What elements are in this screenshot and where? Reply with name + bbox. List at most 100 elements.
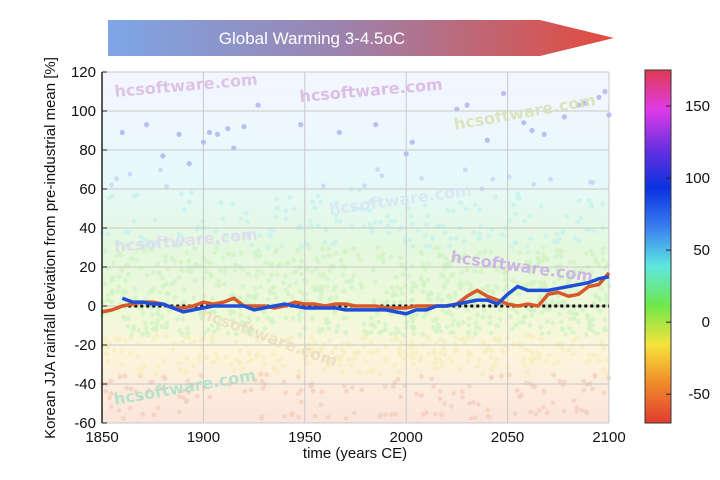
scatter-point [485,283,490,289]
scatter-point [355,252,361,257]
scatter-point [542,306,548,312]
scatter-point [514,280,520,286]
scatter-point [274,369,280,375]
scatter-point [539,331,545,337]
scatter-point [252,250,258,256]
scatter-point [361,321,367,327]
scatter-point [191,295,197,301]
banner-arrow [108,20,614,56]
scatter-point [555,248,561,253]
scatter-point [524,282,530,287]
scatter-point [186,390,192,395]
scatter-point [603,293,609,298]
scatter-point [589,270,595,275]
scatter-point [155,307,161,313]
scatter-point [556,343,561,348]
scatter-point [465,334,471,340]
scatter-point [123,229,129,235]
scatter-point [154,240,160,246]
scatter-point [404,320,410,325]
scatter-point [195,224,201,230]
scatter-point [392,362,398,368]
scatter-point [306,342,312,347]
scatter-point [383,412,388,418]
scatter-point [254,292,259,298]
scatter-point [447,355,453,361]
scatter-point [420,288,426,294]
scatter-point [191,338,197,344]
scatter-point [144,122,150,128]
scatter-point [397,352,403,357]
scatter-point [171,243,176,249]
x-tick-label: 2050 [491,429,524,446]
scatter-point [567,272,573,278]
scatter-point [544,410,550,416]
scatter-point [351,355,356,361]
scatter-point [127,405,133,411]
scatter-point [368,340,374,346]
scatter-point [242,322,248,328]
scatter-point [530,266,536,272]
scatter-point [445,261,451,267]
scatter-point [578,215,583,221]
scatter-point [546,330,552,336]
scatter-point [600,201,605,207]
scatter-point [292,206,297,212]
scatter-point [464,102,470,108]
scatter-point [363,359,369,365]
scatter-point [340,272,346,278]
scatter-point [592,374,598,380]
scatter-point [237,359,243,365]
scatter-point [398,340,404,345]
scatter-point [123,289,129,295]
scatter-point [247,293,252,299]
scatter-point [340,341,346,347]
scatter-point [407,237,413,243]
scatter-point [206,129,213,136]
scatter-point [283,261,289,267]
scatter-point [543,300,549,306]
scatter-point [178,367,183,373]
scatter-point [188,190,194,195]
scatter-point [255,102,261,108]
scatter-point [309,335,315,340]
scatter-point [501,350,507,355]
scatter-point [554,231,560,237]
scatter-point [480,286,486,292]
scatter-point [566,347,572,353]
scatter-point [139,396,144,401]
scatter-point [595,331,601,336]
scatter-point [513,211,518,217]
scatter-point [558,319,564,325]
scatter-point [264,315,270,321]
scatter-point [477,207,482,213]
scatter-point [213,229,219,235]
scatter-point [367,221,373,227]
scatter-point [128,335,134,341]
scatter-point [114,253,120,259]
scatter-point [572,260,577,266]
scatter-point [453,335,459,340]
scatter-point [433,328,439,334]
scatter-point [176,274,182,280]
scatter-point [231,367,237,373]
scatter-point [182,333,188,339]
scatter-point [259,413,265,419]
scatter-point [296,414,301,420]
scatter-point [308,351,314,357]
scatter-point [596,296,602,302]
scatter-point [297,317,303,322]
scatter-point [444,324,450,330]
scatter-point [560,346,566,351]
scatter-point [255,247,261,253]
scatter-point [507,218,512,223]
y-tick-label: -60 [74,415,96,432]
scatter-point [466,401,472,406]
scatter-point [298,271,304,277]
scatter-point [273,294,279,300]
scatter-point [398,299,404,305]
scatter-point [326,253,332,258]
scatter-point [275,205,281,211]
scatter-point [414,312,420,317]
scatter-point [267,288,273,294]
